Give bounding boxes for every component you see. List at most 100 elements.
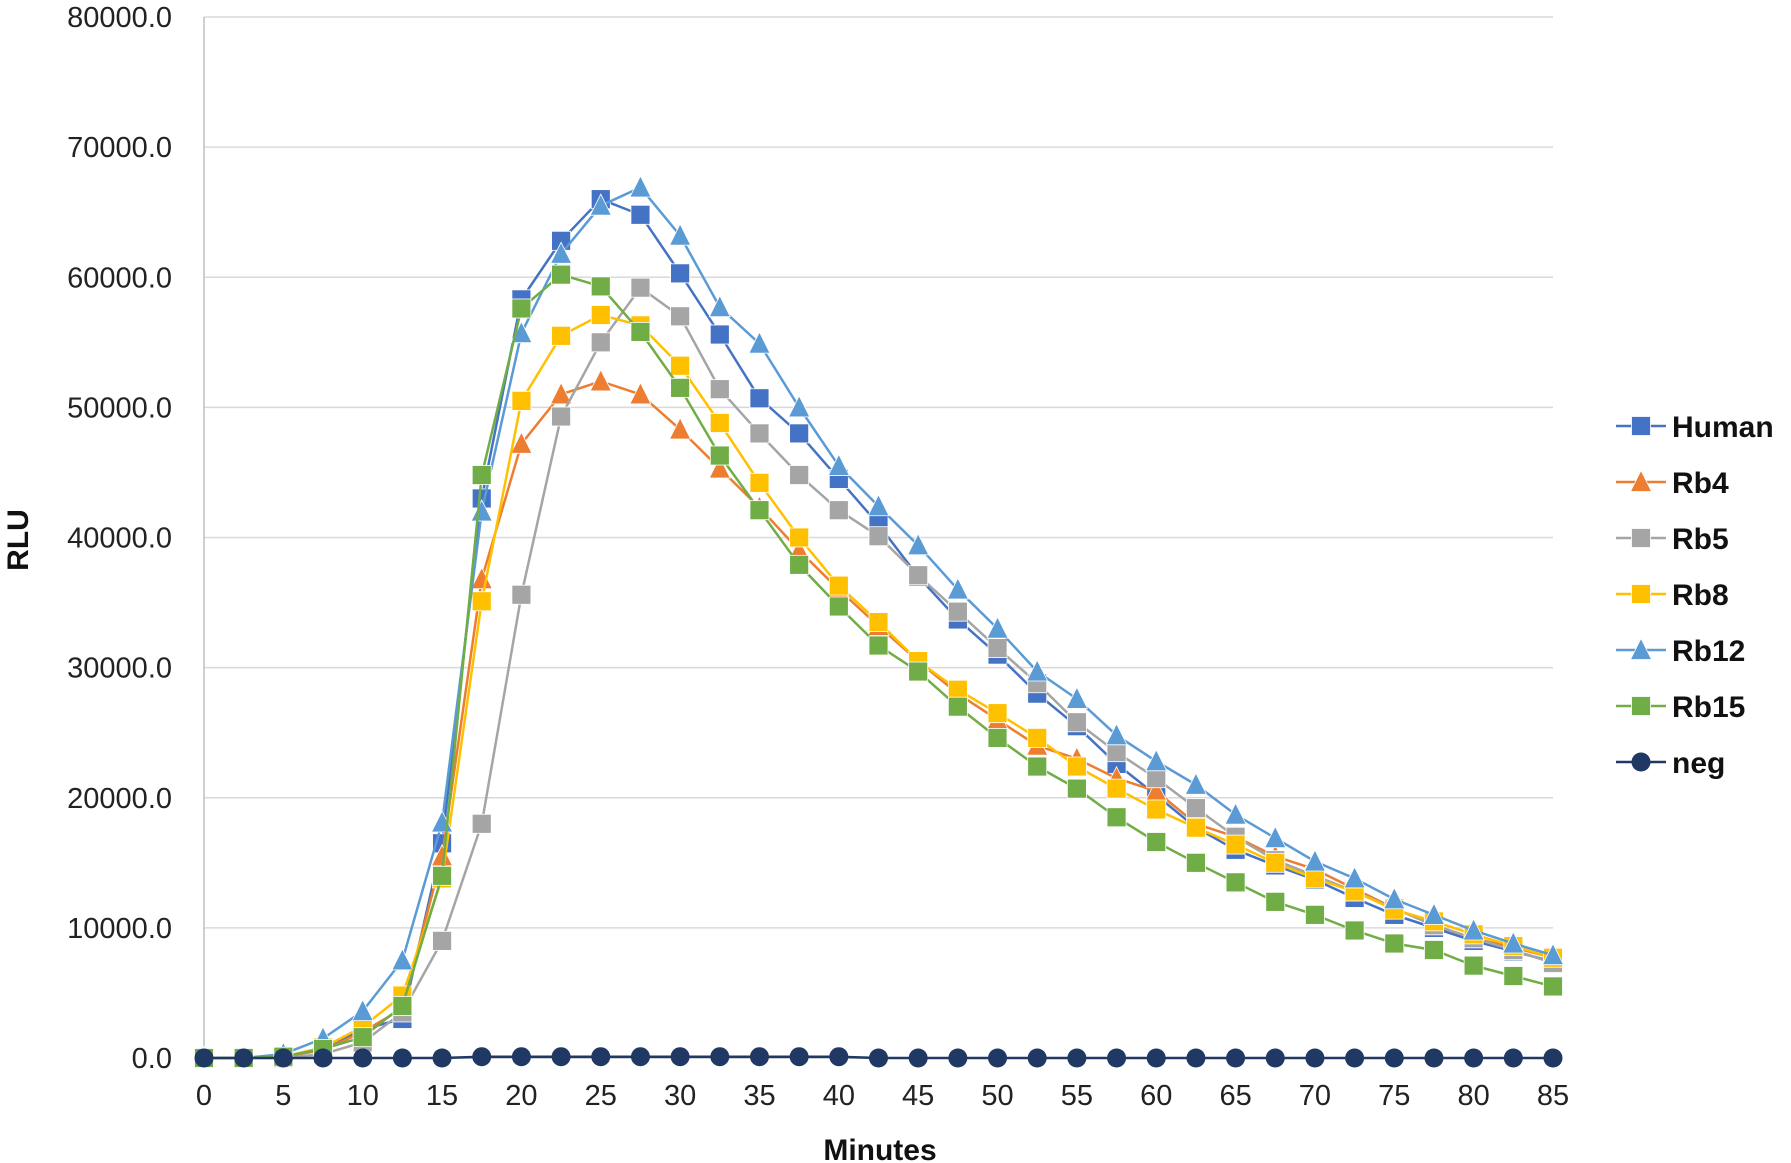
data-point [352, 1027, 373, 1048]
data-point [869, 1048, 888, 1068]
data-point [1146, 768, 1167, 789]
x-tick-label: 10 [347, 1080, 379, 1112]
data-series [192, 175, 1565, 1068]
data-point [1303, 849, 1327, 872]
data-point [829, 1047, 849, 1067]
data-point [867, 493, 890, 517]
data-point [273, 1048, 293, 1068]
x-tick-label: 75 [1378, 1080, 1410, 1112]
data-point [1265, 852, 1286, 873]
data-point [472, 1047, 492, 1067]
data-point [749, 500, 770, 521]
data-point [789, 554, 810, 575]
data-point [947, 601, 968, 622]
data-point [1067, 1048, 1087, 1068]
data-point [1066, 712, 1087, 733]
data-point [668, 417, 692, 440]
data-point [234, 1048, 254, 1068]
data-point [1226, 1048, 1246, 1068]
data-point [1264, 825, 1287, 848]
data-point [630, 1047, 650, 1067]
y-tick-labels: 0.0 10000.0 20000.0 30000.0 40000.0 50000.0 60… [67, 2, 172, 1075]
series-rb8 [194, 305, 1563, 1068]
data-point [1384, 933, 1405, 954]
data-point [392, 996, 413, 1016]
legend-label: Rb4 [1672, 467, 1729, 500]
legend-label: Rb12 [1672, 635, 1745, 668]
legend-item-human: Human [1616, 411, 1774, 444]
y-tick-label: 10000.0 [67, 913, 172, 945]
data-point [1343, 866, 1366, 889]
data-point [1186, 852, 1206, 873]
data-point [629, 381, 652, 405]
data-point [194, 1048, 214, 1068]
x-tick-label: 20 [505, 1080, 537, 1112]
data-point [908, 565, 929, 586]
data-point [670, 377, 691, 398]
data-point [1106, 778, 1127, 799]
data-point [1503, 1048, 1523, 1068]
data-point [630, 322, 651, 342]
data-point [709, 413, 730, 433]
data-point [549, 381, 573, 405]
data-point [1383, 886, 1406, 910]
data-point [1027, 727, 1048, 748]
data-point [1146, 832, 1167, 852]
data-point [630, 277, 651, 298]
y-tick-label: 80000.0 [67, 2, 172, 34]
data-point [511, 1047, 531, 1067]
data-point [709, 445, 730, 466]
data-point [1305, 868, 1325, 889]
data-point [432, 1048, 452, 1068]
data-point [1026, 659, 1049, 682]
x-tick-labels: 0 5 10 15 20 25 30 35 40 45 50 55 60 65 70 75 80 85 [196, 1080, 1569, 1112]
data-point [1186, 798, 1206, 819]
data-point [630, 204, 651, 225]
data-point [749, 423, 770, 444]
series-rb5 [194, 277, 1563, 1068]
data-point [1502, 931, 1525, 954]
y-tick-label: 70000.0 [67, 132, 172, 164]
data-point [313, 1048, 333, 1068]
data-point [1344, 920, 1365, 941]
legend-label: Human [1672, 411, 1774, 444]
data-point [668, 223, 692, 246]
data-point [828, 500, 849, 521]
y-tick-label: 40000.0 [67, 523, 172, 555]
data-point [748, 331, 771, 354]
x-tick-label: 65 [1219, 1080, 1251, 1112]
y-tick-label: 30000.0 [67, 653, 172, 685]
data-point [1066, 778, 1087, 799]
x-tick-label: 50 [981, 1080, 1013, 1112]
x-tick-label: 60 [1140, 1080, 1172, 1112]
legend-marker [1631, 752, 1651, 772]
data-point [787, 394, 811, 418]
data-point [551, 264, 571, 285]
data-point [670, 355, 691, 376]
legend: Human Rb4 Rb5 Rb8 Rb12 Rb15 neg [1616, 411, 1774, 780]
data-point [1027, 756, 1048, 777]
data-point [907, 532, 930, 556]
data-point [749, 1047, 769, 1067]
data-point [789, 527, 810, 548]
data-point [1464, 1048, 1484, 1068]
data-point [1065, 686, 1089, 709]
legend-item-neg: neg [1616, 747, 1725, 780]
data-point [471, 465, 492, 485]
data-point [1345, 1048, 1365, 1068]
data-point [670, 306, 691, 327]
x-tick-label: 30 [664, 1080, 696, 1112]
data-point [1186, 1048, 1206, 1068]
y-tick-label: 50000.0 [67, 392, 172, 424]
data-point [549, 241, 573, 264]
data-point [551, 325, 571, 346]
data-point [391, 948, 414, 971]
x-tick-label: 45 [902, 1080, 934, 1112]
data-point [868, 526, 889, 547]
data-point [789, 1047, 809, 1067]
legend-marker [1631, 696, 1651, 716]
data-point [590, 332, 611, 353]
x-tick-label: 85 [1537, 1080, 1569, 1112]
data-point [947, 679, 968, 700]
data-point [353, 1048, 373, 1068]
